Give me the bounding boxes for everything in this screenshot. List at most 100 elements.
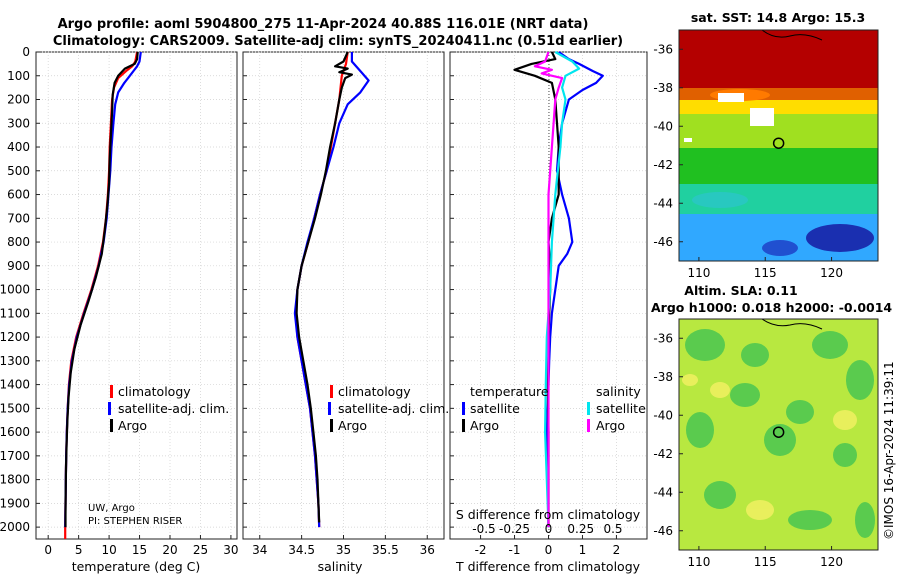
lon-tick-label: 110 [687,266,710,280]
s-tick-label: 0.25 [567,522,594,536]
legend-label-argo: Argo [118,418,147,433]
sst-cloud-mask-1 [718,93,744,102]
legend-label-argo-t: Argo [470,418,499,433]
sst-teal-patch [692,192,748,208]
legend-header-salinity: salinity [596,384,641,399]
series-line-argo [64,51,139,528]
difference-xlabel: T difference from climatology [455,559,641,574]
difference-legend: temperature salinity satellite Argo sate… [462,384,646,433]
depth-tick-label: 1100 [0,306,30,320]
sla-anomaly-field [685,329,875,538]
title-line-2: Climatology: CARS2009. Satellite-adj cli… [53,34,623,49]
sst-cold-eddy [806,224,874,252]
lon-tick-label: 115 [754,555,777,569]
series-line-argo-s [533,51,564,528]
legend-swatch-climatology [330,385,333,398]
sst-band-lime [679,114,878,148]
sla-map-frame [678,318,879,551]
sst-cold-patch [762,240,798,256]
depth-tick-label: 2000 [0,520,30,534]
argo-source-line: UW, Argo [88,503,135,514]
lat-tick-label: -40 [653,408,673,422]
legend-swatch-argo-s [587,419,590,432]
legend-swatch-satellite [108,402,111,415]
sst-map-frame [678,29,879,262]
lat-tick-label: -36 [653,42,673,56]
imos-timestamp: ©IMOS 16-Apr-2024 11:39:11 [882,361,896,540]
legend-swatch-satellite [328,402,331,415]
x-tick-label: 35 [336,543,351,557]
legend-swatch-climatology [110,385,113,398]
x-tick-label: 35.5 [372,543,399,557]
pi-name-line: PI: STEPHEN RISER [88,516,182,527]
legend-swatch-argo [330,419,333,432]
legend-swatch-argo [110,419,113,432]
salinity-xlabel: salinity [318,559,363,574]
temperature-xlabel: temperature (deg C) [72,559,201,574]
legend-header-temperature: temperature [470,384,549,399]
sst-cloud-mask-3 [684,138,692,142]
depth-tick-label: 1900 [0,496,30,510]
depth-tick-label: 1800 [0,473,30,487]
depth-tick-label: 500 [7,164,30,178]
lat-tick-label: -44 [653,485,673,499]
lon-tick-label: 110 [687,555,710,569]
x-tick-label: 15 [132,543,147,557]
x-tick-label: -2 [475,543,487,557]
salinity-legend: climatology satellite-adj. clim. Argo [328,384,449,433]
depth-tick-label: 300 [7,116,30,130]
s-tick-label: 0 [545,522,553,536]
legend-label-argo: Argo [338,418,367,433]
depth-tick-label: 200 [7,93,30,107]
legend-swatch-argo-t [462,419,465,432]
sla-coastline [761,319,823,330]
sla-high-field [682,374,857,520]
x-tick-label: 0 [44,543,52,557]
depth-tick-label: 1700 [0,449,30,463]
lon-tick-label: 115 [754,266,777,280]
x-tick-label: -1 [509,543,521,557]
legend-label-satellite: satellite-adj. clim. [338,401,449,416]
depth-tick-label: 100 [7,69,30,83]
depth-tick-label: 600 [7,188,30,202]
legend-label-satellite: satellite-adj. clim. [118,401,229,416]
legend-label-sat-s: satellite [596,401,646,416]
depth-tick-label: 1000 [0,283,30,297]
s-tick-label: 0.5 [603,522,622,536]
lat-tick-label: -38 [653,81,673,95]
legend-label-sat-t: satellite [470,401,520,416]
legend-label-argo-s: Argo [596,418,625,433]
difference-panel: -2 -1 0 1 2 -0.5 -0.25 0 0.25 0.5 T difference fr… [449,51,648,574]
sst-band-warm [679,30,878,88]
lat-tick-label: -46 [653,524,673,538]
lat-tick-label: -42 [653,447,673,461]
depth-tick-label: 700 [7,211,30,225]
lat-tick-label: -42 [653,158,673,172]
sst-band-green [679,148,878,184]
legend-label-climatology: climatology [338,384,411,399]
lat-tick-label: -40 [653,119,673,133]
lat-tick-label: -46 [653,235,673,249]
x-tick-label: 2 [613,543,621,557]
legend-label-climatology: climatology [118,384,191,399]
x-tick-label: 36 [420,543,435,557]
depth-tick-label: 800 [7,235,30,249]
lon-tick-label: 120 [820,266,843,280]
sst-map-title: sat. SST: 14.8 Argo: 15.3 [691,10,865,25]
legend-swatch-sat-t [462,402,465,415]
sla-map-title-2: Argo h1000: 0.018 h2000: -0.0014 [651,300,892,315]
x-tick-label: 1 [579,543,587,557]
argo-location-marker [772,426,785,438]
s-tick-label: -0.25 [499,522,530,536]
series-line-argo [295,51,353,523]
temperature-panel: 0100200300400500600700800900100011001200… [0,45,239,574]
sst-band-orange [679,88,878,100]
x-tick-label: 30 [223,543,238,557]
depth-tick-label: 1600 [0,425,30,439]
lat-tick-label: -38 [653,370,673,384]
s-tick-label: -0.5 [472,522,495,536]
sla-map: Altim. SLA: 0.11 Argo h1000: 0.018 h2000… [651,283,892,569]
depth-tick-label: 0 [22,45,30,59]
sst-coastline [761,30,823,41]
x-tick-label: 0 [545,543,553,557]
